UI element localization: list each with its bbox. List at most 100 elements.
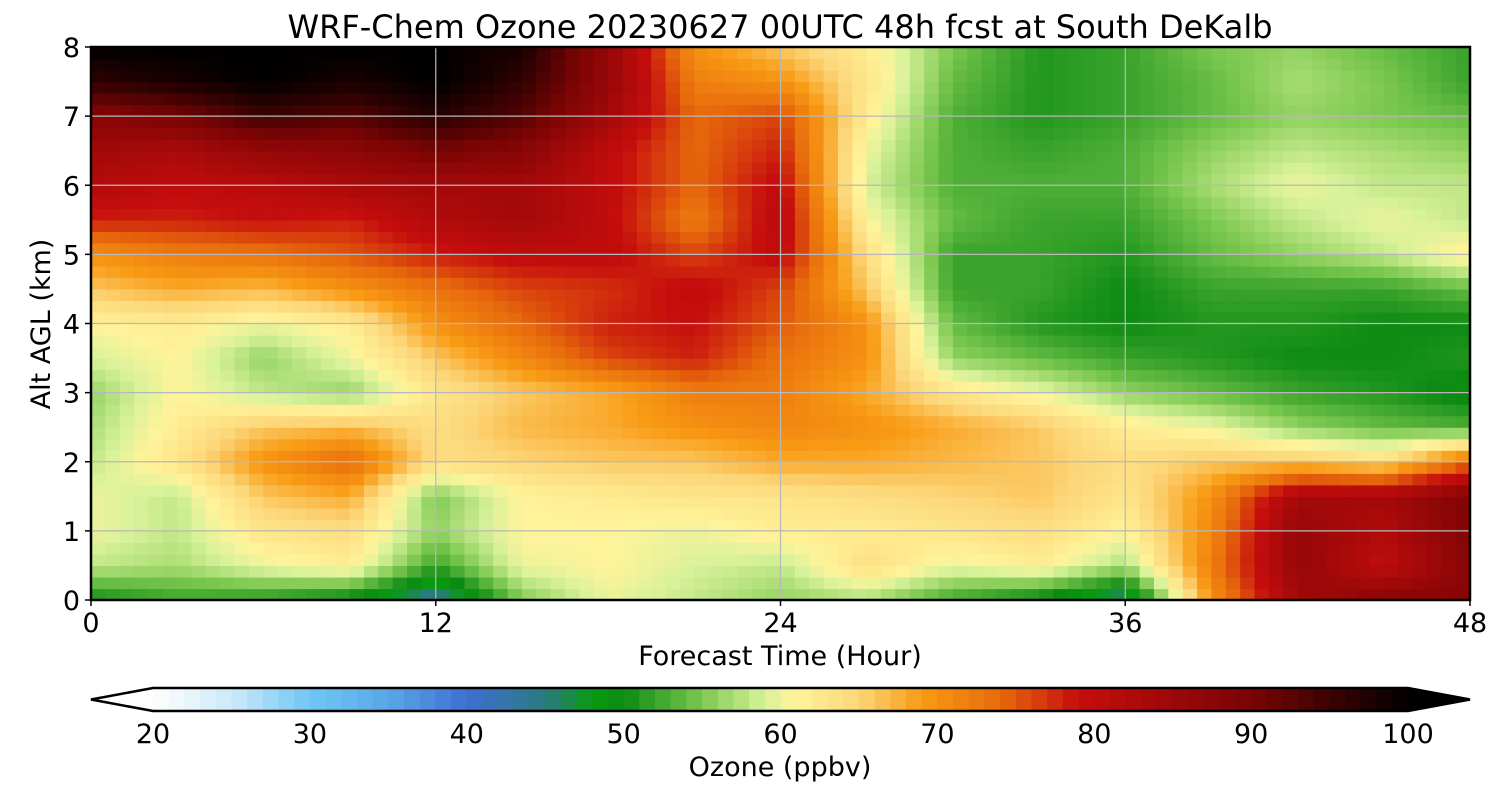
heatmap-cell — [335, 530, 351, 543]
heatmap-cell — [1383, 553, 1399, 567]
heatmap-cell — [105, 473, 121, 486]
heatmap-cell — [1297, 381, 1313, 394]
heatmap-cell — [320, 58, 336, 71]
heatmap-cell — [651, 553, 667, 567]
heatmap-cell — [1082, 116, 1098, 129]
heatmap-cell — [909, 553, 925, 567]
heatmap-cell — [363, 104, 379, 117]
heatmap-cell — [450, 553, 466, 567]
heatmap-cell — [737, 450, 753, 463]
heatmap-cell — [924, 311, 940, 325]
heatmap-cell — [737, 231, 753, 244]
heatmap-cell — [292, 381, 308, 394]
heatmap-cell — [392, 242, 408, 255]
heatmap-cell — [909, 427, 925, 440]
heatmap-cell — [665, 427, 681, 440]
heatmap-cell — [895, 530, 911, 543]
heatmap-cell — [1168, 404, 1184, 417]
heatmap-cell — [967, 553, 983, 567]
heatmap-cell — [464, 104, 480, 117]
heatmap-cell — [335, 185, 351, 198]
heatmap-cell — [1297, 231, 1313, 244]
heatmap-cell — [521, 530, 537, 543]
heatmap-cell — [565, 288, 580, 302]
heatmap-cell — [708, 185, 724, 198]
heatmap-cell — [536, 450, 552, 463]
heatmap-cell — [924, 162, 940, 175]
heatmap-cell — [507, 519, 523, 532]
heatmap-cell — [1139, 519, 1155, 532]
heatmap-cell — [91, 139, 106, 152]
heatmap-cell — [205, 70, 221, 83]
heatmap-cell — [1082, 104, 1098, 117]
heatmap-cell — [1053, 496, 1069, 509]
heatmap-cell — [91, 358, 106, 371]
heatmap-cell — [636, 185, 652, 198]
heatmap-cell — [407, 323, 422, 336]
heatmap-cell — [837, 150, 853, 163]
heatmap-cell — [320, 530, 336, 543]
heatmap-cell — [1039, 219, 1055, 232]
heatmap-cell — [292, 116, 308, 129]
heatmap-cell — [205, 519, 221, 532]
heatmap-cell — [881, 415, 897, 428]
heatmap-cell — [1053, 473, 1069, 486]
heatmap-cell — [1441, 438, 1457, 451]
heatmap-cell — [378, 507, 394, 520]
heatmap-cell — [1311, 519, 1327, 532]
heatmap-cell — [794, 208, 810, 221]
heatmap-cell — [349, 185, 365, 198]
heatmap-cell — [134, 173, 150, 186]
heatmap-cell — [277, 450, 293, 463]
heatmap-cell — [1197, 565, 1213, 578]
heatmap-cell — [320, 415, 336, 428]
heatmap-cell — [751, 404, 767, 417]
heatmap-cell — [536, 369, 552, 382]
heatmap-cell — [1283, 369, 1299, 382]
heatmap-cell — [162, 530, 178, 543]
heatmap-cell — [881, 93, 897, 106]
heatmap-cell — [852, 484, 868, 497]
heatmap-cell — [1340, 311, 1356, 325]
heatmap-cell — [550, 219, 566, 232]
heatmap-cell — [263, 507, 279, 520]
heatmap-cell — [349, 415, 365, 428]
heatmap-cell — [148, 473, 164, 486]
heatmap-cell — [306, 116, 322, 129]
heatmap-cell — [766, 369, 782, 382]
heatmap-cell — [924, 139, 940, 152]
heatmap-cell — [335, 150, 351, 163]
heatmap-cell — [1096, 542, 1112, 555]
heatmap-cell — [320, 576, 336, 590]
heatmap-cell — [119, 265, 135, 279]
heatmap-cell — [292, 196, 308, 209]
heatmap-cell — [435, 473, 451, 486]
heatmap-cell — [134, 519, 150, 532]
heatmap-cell — [536, 346, 552, 359]
heatmap-cell — [378, 565, 394, 578]
colorbar-segment — [325, 688, 342, 711]
heatmap-cell — [521, 542, 537, 555]
heatmap-cell — [665, 150, 681, 163]
heatmap-cell — [1039, 576, 1055, 590]
heatmap-cell — [924, 438, 940, 451]
heatmap-cell — [450, 208, 466, 221]
heatmap-cell — [335, 438, 351, 451]
heatmap-cell — [895, 150, 911, 163]
heatmap-cell — [1398, 542, 1414, 555]
heatmap-cell — [837, 358, 853, 371]
heatmap-cell — [363, 116, 379, 129]
heatmap-cell — [723, 519, 738, 532]
heatmap-cell — [220, 242, 236, 255]
heatmap-cell — [708, 450, 724, 463]
heatmap-cell — [177, 576, 193, 590]
heatmap-cell — [306, 242, 322, 255]
heatmap-cell — [1340, 519, 1356, 532]
heatmap-cell — [306, 415, 322, 428]
heatmap-cell — [924, 104, 940, 117]
heatmap-cell — [205, 300, 221, 313]
heatmap-cell — [177, 565, 193, 578]
heatmap-cell — [895, 139, 911, 152]
heatmap-cell — [1110, 427, 1126, 440]
heatmap-cell — [924, 288, 940, 302]
